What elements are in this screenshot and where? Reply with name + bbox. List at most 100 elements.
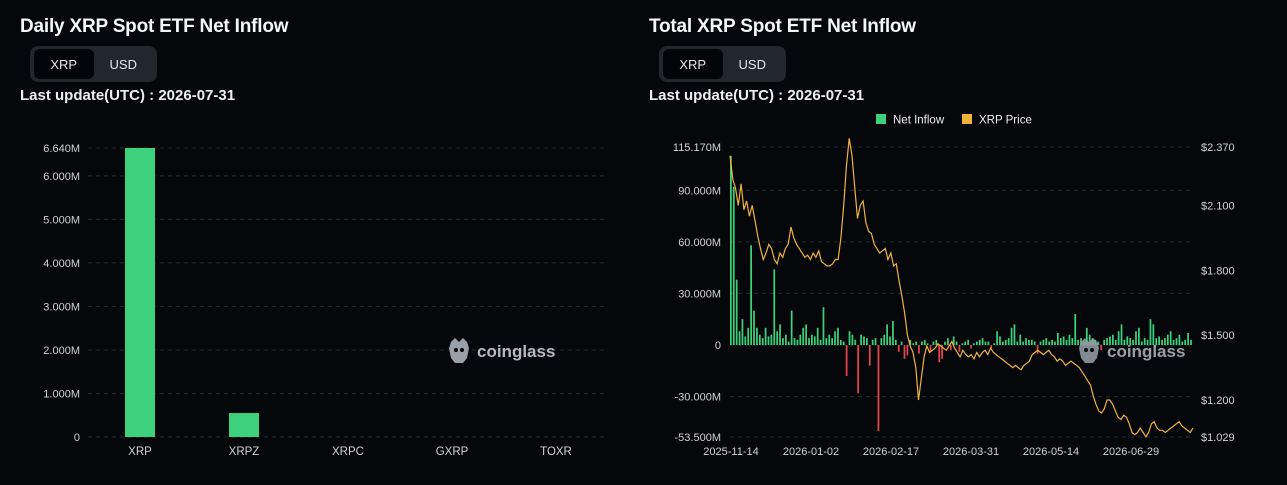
total-inflow-bar[interactable]	[1074, 314, 1077, 346]
total-inflow-bar[interactable]	[793, 338, 796, 346]
total-inflow-bar[interactable]	[851, 334, 854, 346]
total-inflow-bar[interactable]	[764, 327, 767, 346]
total-inflow-bar[interactable]	[918, 345, 920, 354]
total-inflow-bar[interactable]	[1166, 334, 1169, 346]
total-inflow-bar[interactable]	[906, 345, 909, 356]
total-inflow-bar[interactable]	[773, 269, 776, 346]
total-inflow-bar[interactable]	[903, 345, 906, 359]
total-inflow-bar[interactable]	[732, 186, 735, 346]
total-inflow-bar[interactable]	[776, 331, 779, 346]
total-inflow-bar[interactable]	[1132, 339, 1134, 346]
total-inflow-bar[interactable]	[955, 341, 958, 346]
total-inflow-bar[interactable]	[1126, 336, 1129, 346]
total-inflow-bar[interactable]	[790, 310, 793, 346]
total-inflow-bar[interactable]	[839, 339, 842, 346]
total-inflow-bar[interactable]	[1135, 331, 1137, 346]
total-inflow-bar[interactable]	[880, 338, 883, 346]
total-inflow-bar[interactable]	[900, 341, 903, 346]
total-inflow-bar[interactable]	[993, 343, 996, 346]
total-inflow-bar[interactable]	[999, 336, 1001, 346]
total-inflow-bar[interactable]	[770, 334, 773, 346]
total-inflow-bar[interactable]	[1088, 334, 1091, 346]
total-inflow-bar[interactable]	[750, 245, 752, 346]
total-inflow-bar[interactable]	[886, 324, 888, 346]
total-inflow-bar[interactable]	[909, 339, 912, 346]
total-inflow-bar[interactable]	[730, 155, 732, 346]
total-inflow-bar[interactable]	[1013, 324, 1016, 346]
total-inflow-bar[interactable]	[1143, 338, 1146, 346]
total-inflow-bar[interactable]	[1045, 338, 1048, 346]
total-inflow-bar[interactable]	[938, 345, 941, 363]
total-inflow-bar[interactable]	[857, 345, 860, 394]
total-inflow-bar[interactable]	[973, 343, 975, 346]
total-inflow-bar[interactable]	[1036, 345, 1039, 354]
total-inflow-bar[interactable]	[967, 339, 970, 346]
legend-xrp-price[interactable]: XRP Price	[962, 114, 1032, 127]
total-inflow-bar[interactable]	[1164, 338, 1166, 346]
total-inflow-bar[interactable]	[929, 345, 932, 352]
total-inflow-bar[interactable]	[845, 345, 848, 376]
total-inflow-bar[interactable]	[1152, 324, 1155, 346]
total-inflow-bar[interactable]	[944, 341, 946, 346]
total-inflow-bar[interactable]	[787, 341, 790, 346]
total-inflow-bar[interactable]	[1085, 327, 1088, 346]
total-inflow-bar[interactable]	[1016, 341, 1019, 346]
total-inflow-bar[interactable]	[1190, 339, 1192, 346]
total-inflow-bar[interactable]	[1039, 341, 1042, 346]
total-inflow-bar[interactable]	[1187, 332, 1189, 346]
total-inflow-bar[interactable]	[1022, 341, 1025, 346]
daily-toggle-xrp[interactable]: XRP	[34, 49, 94, 79]
total-inflow-bar[interactable]	[741, 319, 744, 346]
total-inflow-bar[interactable]	[912, 343, 915, 346]
total-inflow-bar[interactable]	[813, 336, 816, 346]
total-inflow-bar[interactable]	[756, 327, 758, 346]
total-inflow-bar[interactable]	[831, 338, 834, 346]
total-inflow-bar[interactable]	[1071, 338, 1074, 346]
total-inflow-bar[interactable]	[819, 339, 822, 346]
total-inflow-bar[interactable]	[1065, 339, 1068, 346]
total-inflow-bar[interactable]	[828, 334, 831, 346]
total-inflow-bar[interactable]	[1129, 338, 1132, 346]
total-inflow-bar[interactable]	[816, 327, 819, 346]
total-inflow-bar[interactable]	[1175, 338, 1178, 346]
total-inflow-bar[interactable]	[1077, 339, 1079, 346]
total-inflow-bar[interactable]	[1033, 341, 1036, 346]
total-inflow-bar[interactable]	[894, 339, 897, 346]
total-inflow-bar[interactable]	[961, 343, 964, 346]
total-inflow-bar[interactable]	[996, 331, 998, 346]
total-inflow-bar[interactable]	[1106, 338, 1108, 346]
total-inflow-bar[interactable]	[1019, 334, 1022, 346]
total-inflow-bar[interactable]	[883, 334, 886, 346]
total-inflow-bar[interactable]	[761, 338, 764, 346]
total-inflow-bar[interactable]	[758, 334, 761, 346]
total-inflow-bar[interactable]	[802, 327, 805, 346]
total-inflow-bar[interactable]	[978, 339, 981, 346]
total-inflow-bar[interactable]	[923, 339, 926, 346]
total-inflow-bar[interactable]	[1100, 345, 1103, 351]
total-inflow-bar[interactable]	[1048, 341, 1051, 346]
total-inflow-bar[interactable]	[935, 339, 938, 346]
total-inflow-bar[interactable]	[1103, 339, 1106, 346]
total-inflow-bar[interactable]	[796, 339, 799, 346]
total-inflow-bar[interactable]	[767, 336, 770, 346]
total-inflow-bar[interactable]	[738, 331, 741, 346]
total-inflow-bar[interactable]	[984, 341, 987, 346]
total-inflow-bar[interactable]	[941, 345, 943, 359]
total-toggle-xrp[interactable]: XRP	[663, 49, 723, 79]
total-inflow-bar[interactable]	[990, 345, 993, 349]
total-inflow-bar[interactable]	[744, 336, 747, 346]
total-inflow-bar[interactable]	[842, 341, 845, 346]
total-inflow-bar[interactable]	[1111, 334, 1114, 346]
daily-bar-xrpz[interactable]	[229, 413, 259, 437]
daily-toggle-usd[interactable]: USD	[109, 56, 137, 72]
total-inflow-bar[interactable]	[897, 345, 900, 352]
total-inflow-bar[interactable]	[1123, 339, 1126, 346]
total-inflow-bar[interactable]	[1120, 324, 1123, 346]
total-inflow-bar[interactable]	[1169, 331, 1172, 346]
total-inflow-bar[interactable]	[920, 341, 923, 346]
total-inflow-bar[interactable]	[1025, 338, 1027, 346]
total-inflow-bar[interactable]	[1172, 339, 1175, 346]
legend-net-inflow[interactable]: Net Inflow	[876, 114, 945, 127]
total-inflow-bar[interactable]	[1059, 338, 1062, 346]
total-inflow-bar[interactable]	[1054, 341, 1056, 346]
